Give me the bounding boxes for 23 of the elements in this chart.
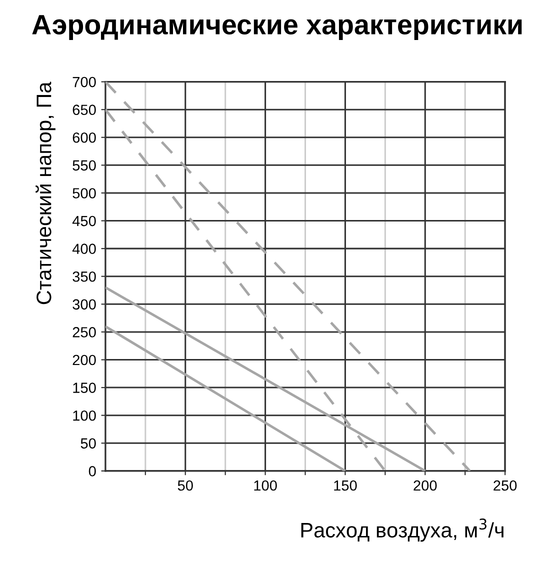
y-tick-label: 250 [72,327,96,338]
y-axis-title: Статический напор, Па [36,82,56,304]
x-tick-label: 50 [178,480,193,491]
x-tick-label: 250 [494,480,517,491]
x-tick-label: 150 [334,480,357,491]
y-tick-label: 700 [72,76,96,88]
y-tick-label: 200 [72,354,96,366]
y-tick-label: 450 [72,216,96,226]
y-tick-label: 350 [72,271,96,282]
y-tick-label: 500 [72,188,96,198]
x-axis-title: Расход воздуха, м$^{3}$/ч [301,518,504,542]
x-tick-label: 100 [254,480,277,491]
y-tick-label: 300 [72,299,96,310]
x-tick-label: 200 [414,480,437,491]
chart-title: Аэродинамические характеристики [32,15,522,40]
y-tick-label: 0 [88,466,96,476]
y-tick-label: 650 [72,104,96,116]
y-tick-label: 600 [72,132,96,143]
y-tick-label: 550 [72,160,96,171]
y-tick-label: 50 [80,438,96,449]
y-tick-label: 150 [73,382,96,393]
y-tick-label: 100 [73,410,96,421]
y-tick-label: 400 [72,244,96,254]
